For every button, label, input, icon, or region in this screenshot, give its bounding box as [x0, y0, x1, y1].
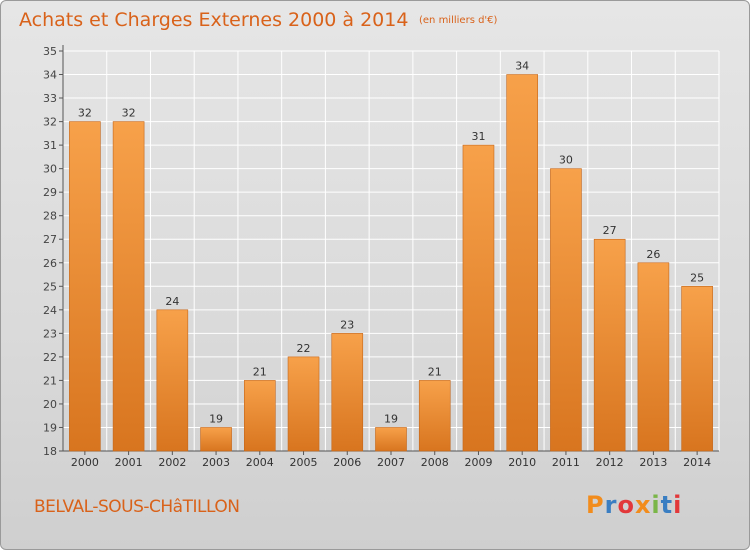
y-tick-label: 25 — [43, 280, 57, 293]
value-label: 21 — [428, 365, 442, 378]
y-tick-label: 19 — [43, 421, 57, 434]
y-tick-label: 31 — [43, 139, 57, 152]
x-tick-label: 2008 — [421, 456, 449, 469]
x-tick-label: 2000 — [71, 456, 99, 469]
y-tick-label: 33 — [43, 92, 57, 105]
value-label: 32 — [78, 107, 92, 120]
bar — [287, 356, 320, 452]
x-tick-label: 2005 — [290, 456, 318, 469]
logo-letter: i — [651, 491, 661, 519]
logo-letter: o — [617, 491, 635, 519]
logo-letter: i — [673, 491, 683, 519]
bar — [593, 238, 626, 452]
y-tick-label: 35 — [43, 45, 57, 58]
y-tick-label: 29 — [43, 186, 57, 199]
value-label: 31 — [471, 130, 485, 143]
value-label: 32 — [122, 107, 136, 120]
bar — [331, 333, 364, 452]
value-label: 24 — [165, 295, 179, 308]
y-tick-label: 24 — [43, 304, 57, 317]
y-tick-label: 22 — [43, 351, 57, 364]
bar — [244, 380, 276, 452]
x-tick-label: 2001 — [115, 456, 143, 469]
bar — [200, 427, 232, 452]
bar — [506, 74, 539, 452]
value-label: 19 — [209, 412, 223, 425]
value-label: 22 — [297, 342, 311, 355]
y-tick-label: 21 — [43, 374, 57, 387]
commune-name: BELVAL-SOUS-CHâTILLON — [34, 497, 240, 517]
y-tick-label: 26 — [43, 257, 57, 270]
y-tick-label: 34 — [43, 69, 57, 82]
x-tick-label: 2003 — [202, 456, 230, 469]
x-tick-label: 2011 — [552, 456, 580, 469]
label-layer: 32 2000 32 2001 24 2002 19 2003 21 2004 22 2005 23 20… — [71, 60, 711, 469]
x-tick-label: 2010 — [508, 456, 536, 469]
chart-title: Achats et Charges Externes 2000 à 2014 — [19, 9, 409, 31]
y-tick-label: 20 — [43, 398, 57, 411]
value-label: 25 — [690, 271, 704, 284]
bar-layer — [69, 74, 713, 452]
y-tick-label: 27 — [43, 233, 57, 246]
logo-letter: t — [660, 491, 674, 519]
value-label: 30 — [559, 154, 573, 167]
value-label: 19 — [384, 412, 398, 425]
x-tick-label: 2007 — [377, 456, 405, 469]
proxiti-logo[interactable]: Proxiti — [586, 491, 682, 519]
bar — [69, 121, 101, 452]
x-tick-label: 2014 — [683, 456, 711, 469]
bar — [681, 285, 713, 452]
x-tick-label: 2013 — [639, 456, 667, 469]
bar — [156, 309, 189, 452]
value-label: 21 — [253, 365, 267, 378]
value-label: 27 — [603, 224, 617, 237]
y-tick-label: 18 — [43, 445, 57, 458]
bar — [637, 262, 670, 452]
value-label: 23 — [340, 318, 354, 331]
y-tick-label: 30 — [43, 163, 57, 176]
bar — [112, 121, 145, 452]
logo-letter: r — [604, 491, 618, 519]
chart-unit: (en milliers d'€) — [419, 15, 498, 26]
x-tick-label: 2009 — [464, 456, 492, 469]
x-tick-label: 2006 — [333, 456, 361, 469]
x-tick-label: 2002 — [158, 456, 186, 469]
bar — [375, 427, 407, 452]
y-tick-label: 28 — [43, 210, 57, 223]
bar — [550, 168, 582, 452]
x-tick-label: 2012 — [596, 456, 624, 469]
y-tick-label: 23 — [43, 327, 57, 340]
value-label: 26 — [646, 248, 660, 261]
bar — [418, 380, 451, 452]
value-label: 34 — [515, 60, 529, 73]
bar — [462, 144, 495, 452]
y-tick-label: 32 — [43, 116, 57, 129]
x-tick-label: 2004 — [246, 456, 274, 469]
logo-letter: x — [634, 491, 652, 519]
logo-letter: P — [586, 491, 605, 519]
